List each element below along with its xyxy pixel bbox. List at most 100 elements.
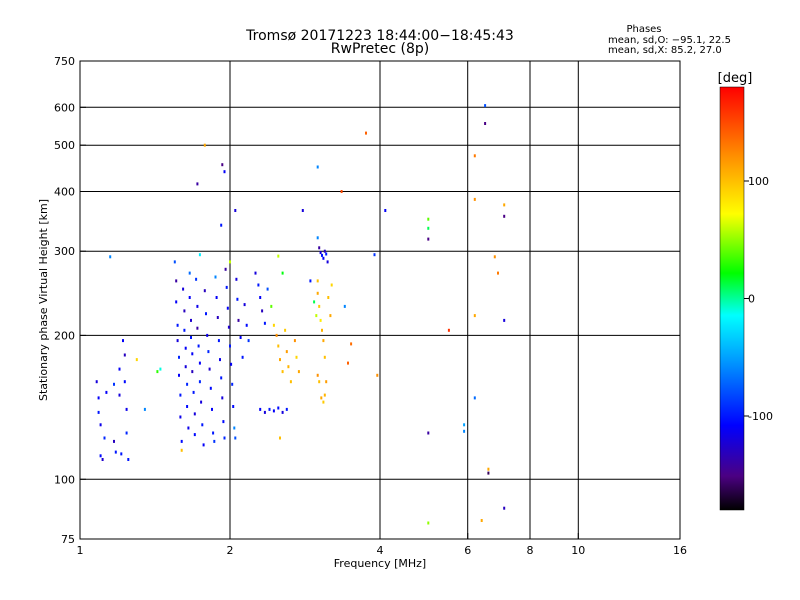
echo-point (97, 396, 100, 400)
echo-point (261, 309, 264, 313)
echo-point (384, 209, 387, 212)
echo-point (224, 267, 227, 271)
echo-point (200, 400, 203, 404)
echo-point (497, 271, 499, 275)
echo-point (229, 344, 231, 348)
echo-point (97, 410, 100, 414)
echo-point (484, 122, 487, 125)
echo-point (122, 339, 124, 343)
echo-point (480, 519, 483, 522)
echo-point (156, 370, 159, 374)
echo-point (188, 271, 191, 275)
colorbar (719, 86, 745, 511)
echo-point (215, 296, 218, 299)
echo-point (259, 407, 262, 411)
echo-point (318, 380, 321, 384)
echo-point (159, 367, 162, 371)
echo-point (484, 104, 487, 108)
y-axis-label: Stationary phase Virtual Height [km] (37, 199, 50, 401)
echo-point (285, 407, 288, 411)
echo-point (236, 297, 239, 301)
echo-point (281, 271, 284, 275)
echo-point (325, 252, 328, 256)
echo-point (427, 521, 430, 525)
echo-point (503, 214, 506, 218)
echo-point (221, 163, 224, 167)
echo-point (182, 287, 185, 291)
echo-point (487, 471, 490, 475)
echo-point (232, 405, 235, 408)
echo-point (195, 277, 198, 281)
echo-point (220, 223, 223, 227)
echo-point (193, 433, 196, 437)
echo-point (315, 314, 318, 318)
echo-point (184, 346, 187, 350)
echo-point (487, 467, 490, 471)
colorbar-tick-label: 0 (748, 293, 755, 306)
x-tick-label: 2 (227, 544, 234, 557)
colorbar-ticks: 100 0 -100 (744, 175, 773, 423)
echo-point (327, 296, 330, 299)
echo-point (179, 415, 182, 419)
echo-point (135, 358, 138, 362)
echo-point (295, 355, 298, 359)
echo-point (373, 253, 376, 257)
colorbar-tick-label: 100 (748, 175, 769, 188)
echo-point (125, 431, 128, 435)
echo-point (316, 291, 319, 295)
echo-point (316, 279, 319, 283)
echo-point (180, 448, 183, 452)
echo-point (209, 386, 212, 390)
echo-point (301, 209, 304, 212)
echo-point (322, 256, 325, 260)
x-tick-label: 10 (571, 544, 585, 557)
echo-point (196, 182, 199, 186)
echo-point (245, 323, 248, 327)
echo-point (279, 436, 281, 440)
y-tick-label: 300 (54, 245, 75, 258)
echo-point (178, 373, 180, 377)
y-tick-label: 100 (54, 473, 75, 486)
echo-point (118, 393, 121, 397)
echo-point (222, 420, 225, 424)
echo-point (223, 436, 226, 440)
echo-point (123, 380, 126, 384)
echo-point (285, 350, 288, 354)
echo-point (365, 131, 367, 135)
echo-point (287, 365, 290, 369)
echo-point (99, 454, 102, 458)
echo-point (329, 314, 332, 318)
echo-point (190, 336, 192, 339)
echo-point (350, 342, 353, 346)
echo-point (234, 209, 237, 212)
echo-point (239, 336, 242, 339)
y-tick-label: 600 (54, 101, 75, 114)
echo-point (105, 390, 108, 394)
echo-point (176, 339, 179, 343)
echo-point (173, 260, 176, 264)
echo-point (376, 373, 379, 377)
echo-point (186, 382, 189, 386)
echo-point (266, 287, 269, 291)
echo-point (323, 355, 326, 359)
echo-point (272, 323, 275, 327)
echo-point (186, 405, 189, 408)
echo-point (321, 328, 323, 332)
echo-point (227, 325, 230, 329)
echo-point (208, 367, 211, 371)
echo-point (347, 361, 349, 365)
echo-point (263, 321, 266, 325)
echo-point (229, 260, 231, 264)
echo-point (281, 370, 284, 374)
echo-point (212, 431, 215, 435)
echo-point (221, 396, 224, 400)
colorbar-tick-label: -100 (748, 410, 773, 423)
echo-point (196, 304, 199, 308)
echo-point (270, 304, 273, 308)
echo-point (279, 358, 281, 362)
x-axis-ticks: 1 2 4 6 8 10 16 (77, 533, 687, 557)
echo-point (473, 154, 476, 158)
echo-point (95, 380, 98, 384)
echo-point (257, 283, 260, 287)
x-tick-label: 16 (673, 544, 687, 557)
